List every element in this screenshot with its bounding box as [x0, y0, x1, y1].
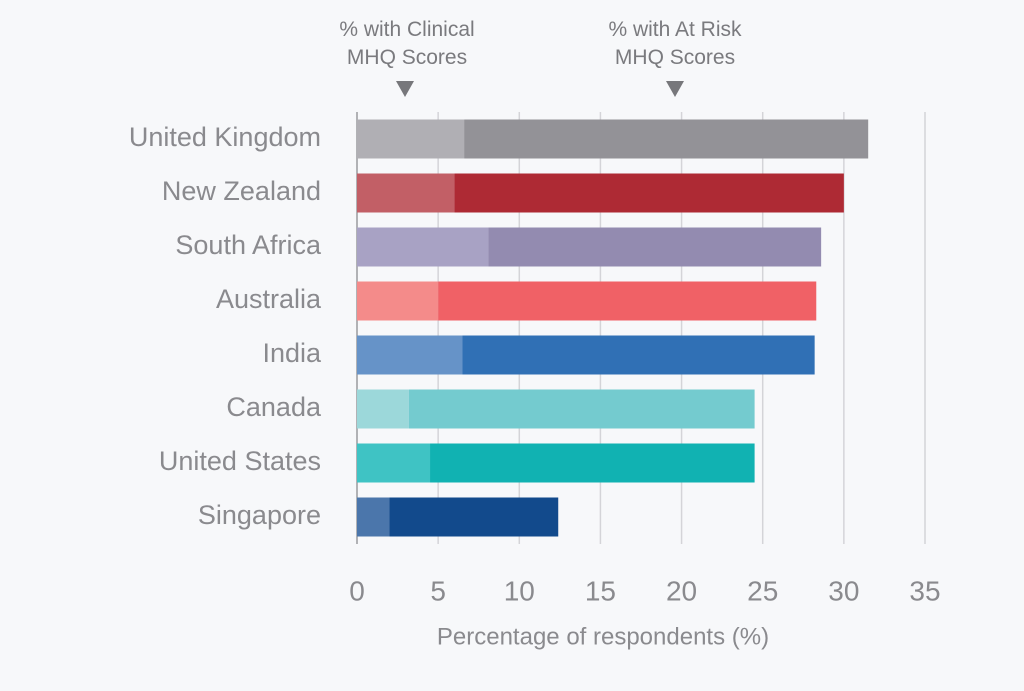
- x-tick-label: 15: [585, 575, 616, 606]
- y-tick-label: United States: [159, 446, 321, 476]
- y-tick-label: Singapore: [198, 500, 321, 530]
- bar-segment: [357, 443, 431, 483]
- x-tick-label: 35: [909, 575, 940, 606]
- legend-label: % with At Risk MHQ Scores: [608, 18, 742, 69]
- bar-segment: [389, 497, 559, 537]
- y-tick-label: United Kingdom: [129, 122, 321, 152]
- x-tick-label: 25: [747, 575, 778, 606]
- x-tick-label: 10: [504, 575, 535, 606]
- bar-segment: [462, 335, 815, 375]
- bar-segment: [357, 497, 390, 537]
- x-tick-label: 0: [349, 575, 365, 606]
- x-tick-label: 5: [430, 575, 446, 606]
- x-tick-label: 20: [666, 575, 697, 606]
- legend-label: % with Clinical MHQ Scores: [339, 18, 475, 69]
- bar-segment: [357, 335, 463, 375]
- bar-segment: [357, 227, 489, 267]
- bar-segment: [464, 119, 869, 159]
- y-tick-label: South Africa: [175, 230, 322, 260]
- x-axis-label: Percentage of respondents (%): [437, 623, 769, 650]
- x-tick-label: 30: [828, 575, 859, 606]
- bar-segment: [488, 227, 822, 267]
- bar-segment: [430, 443, 755, 483]
- legend-arrow: [666, 81, 684, 97]
- bar-segment: [408, 389, 755, 429]
- bar-segment: [357, 281, 439, 321]
- legend-arrow: [396, 81, 414, 97]
- y-tick-label: New Zealand: [162, 176, 321, 206]
- y-tick-label: Australia: [216, 284, 322, 314]
- bar-segment: [357, 173, 455, 213]
- bar-segment: [357, 389, 409, 429]
- y-tick-label: India: [262, 338, 322, 368]
- bar-segment: [454, 173, 844, 213]
- bar-segment: [438, 281, 817, 321]
- y-tick-label: Canada: [226, 392, 322, 422]
- bar-segment: [357, 119, 465, 159]
